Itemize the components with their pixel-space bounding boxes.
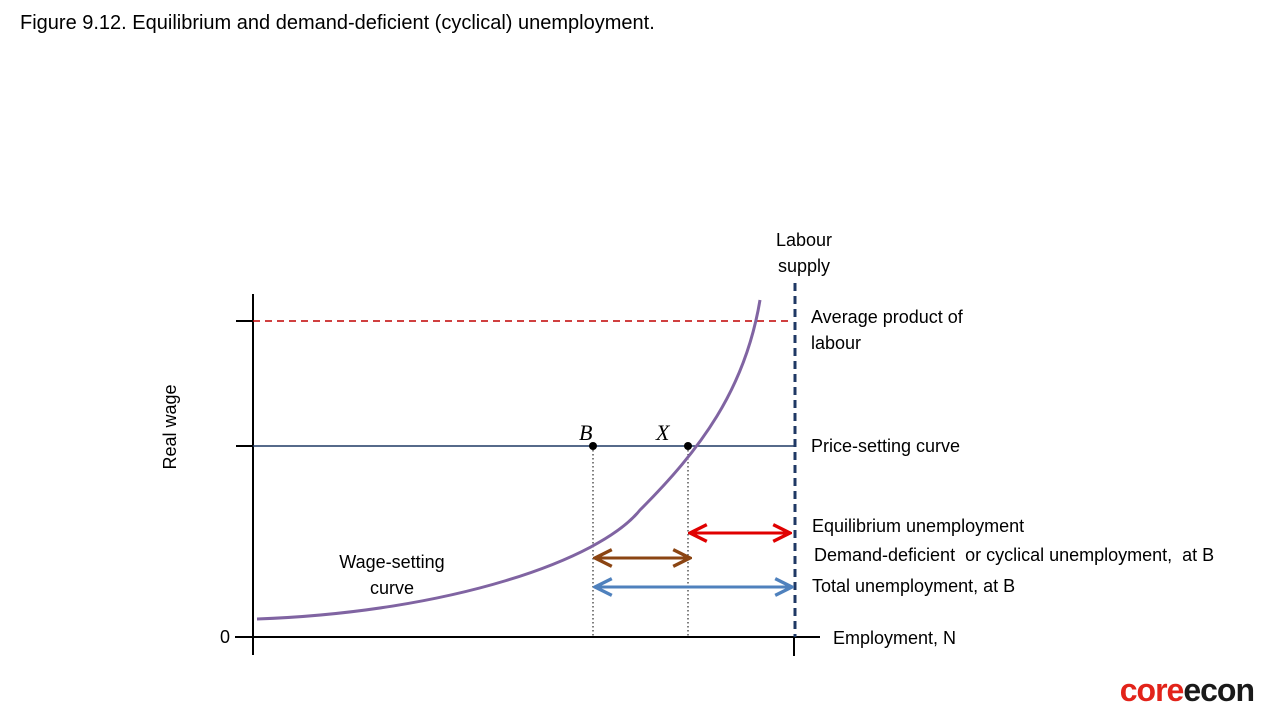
price-setting-label: Price-setting curve xyxy=(811,436,960,456)
figure-title: Figure 9.12. Equilibrium and demand-defi… xyxy=(20,12,655,34)
demand-deficient-unemployment-label: Demand-deficient or cyclical unemploymen… xyxy=(814,545,1214,565)
average-product-label-line1: Average product of xyxy=(811,307,964,327)
y-axis-label: Real wage xyxy=(160,384,180,469)
coreecon-logo: coreecon xyxy=(1119,670,1255,710)
point-b xyxy=(589,442,597,450)
point-x-label: X xyxy=(655,420,671,445)
wage-setting-curve xyxy=(256,299,762,621)
labour-supply-label-line1: Labour xyxy=(776,230,832,250)
total-unemployment-label: Total unemployment, at B xyxy=(812,576,1015,596)
logo-part-core: core xyxy=(1119,672,1185,708)
wage-setting-label-line1: Wage-setting xyxy=(339,552,444,572)
origin-label: 0 xyxy=(220,627,230,647)
wage-setting-label-line2: curve xyxy=(370,578,414,598)
x-axis-label: Employment, N xyxy=(833,628,956,648)
point-x xyxy=(684,442,692,450)
labour-supply-label-line2: supply xyxy=(778,256,830,276)
equilibrium-unemployment-label: Equilibrium unemployment xyxy=(812,516,1024,536)
logo-part-econ: econ xyxy=(1183,672,1255,708)
average-product-label-line2: labour xyxy=(811,333,861,353)
point-b-label: B xyxy=(579,420,592,445)
